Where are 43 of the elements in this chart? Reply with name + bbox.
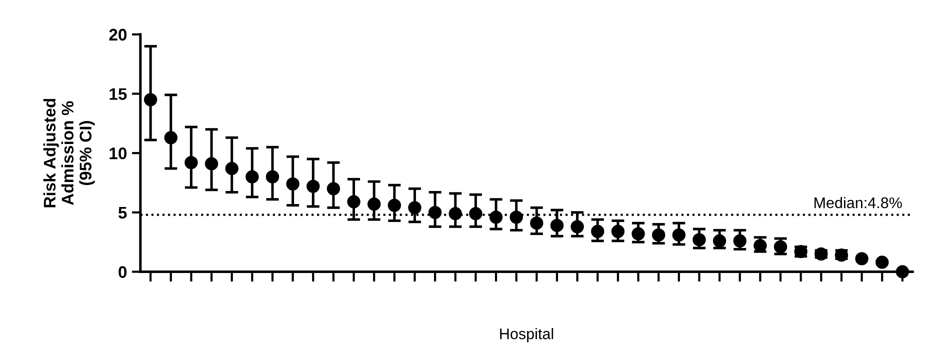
- point: [876, 256, 889, 269]
- point: [489, 210, 503, 224]
- point: [246, 170, 259, 184]
- point: [204, 157, 218, 170]
- point: [652, 228, 666, 242]
- point: [266, 170, 280, 184]
- y-tick-label: 20: [109, 28, 127, 41]
- point: [550, 218, 564, 232]
- y-tick-label: 15: [110, 88, 127, 100]
- point: [388, 198, 402, 212]
- point: [712, 234, 726, 248]
- point: [692, 233, 706, 246]
- point: [570, 220, 584, 234]
- point: [367, 198, 381, 211]
- point: [286, 177, 300, 191]
- point: [164, 131, 178, 144]
- y-tick-label: 10: [110, 147, 127, 160]
- point: [530, 216, 544, 230]
- point: [611, 224, 625, 238]
- point: [184, 156, 198, 170]
- point: [632, 227, 645, 240]
- point: [754, 239, 767, 252]
- point: [733, 234, 746, 248]
- point: [855, 252, 868, 266]
- point: [144, 93, 158, 106]
- point: [306, 180, 320, 193]
- x-axis-title: Hospital: [500, 328, 554, 342]
- point: [326, 182, 340, 196]
- ref-line-label: Median:4.8%: [814, 196, 902, 208]
- point: [510, 210, 523, 224]
- y-axis-title: Risk Adjusted Admission % (95% CI): [43, 98, 95, 208]
- point: [896, 265, 910, 278]
- point: [774, 240, 788, 254]
- point: [225, 162, 238, 176]
- point: [672, 228, 686, 242]
- point: [469, 207, 482, 220]
- y-tick-label: 5: [118, 206, 127, 219]
- point: [448, 207, 462, 220]
- point: [408, 201, 422, 214]
- point: [591, 224, 604, 238]
- y-tick-label: 0: [118, 266, 127, 278]
- point: [347, 195, 360, 208]
- point: [428, 206, 442, 220]
